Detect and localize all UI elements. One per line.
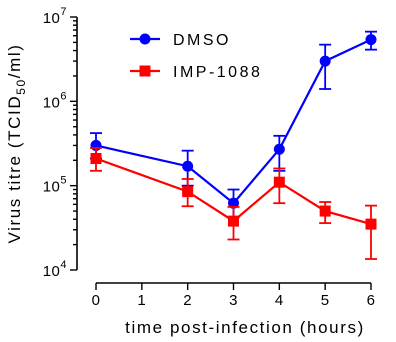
data-point (319, 55, 331, 67)
legend-item: DMSO (130, 32, 231, 49)
series-dmso (90, 30, 377, 219)
data-point (365, 218, 377, 230)
series-line (95, 157, 372, 226)
legend-label: IMP-1088 (173, 64, 262, 81)
data-point (319, 205, 331, 217)
legend-label: DMSO (173, 32, 231, 49)
legend: DMSO IMP-1088 (130, 32, 262, 81)
x-tick-label: 6 (367, 292, 376, 309)
x-axis-title: time post-infection (hours) (125, 318, 365, 337)
x-tick-label: 0 (92, 292, 101, 309)
data-point (273, 143, 285, 155)
data-point (182, 186, 194, 198)
data-point (273, 176, 285, 188)
series-line (95, 38, 372, 205)
data-point (228, 215, 239, 227)
data-point (228, 197, 239, 209)
legend-marker (139, 33, 151, 45)
axes: 104 105 106 107 0 1 2 3 4 5 6 (43, 6, 376, 309)
x-tick-label: 1 (137, 292, 146, 309)
data-point (90, 152, 102, 164)
x-tick-label: 5 (321, 292, 330, 309)
y-axis-title: Virus titre (TCID50/ml) (5, 43, 28, 243)
series-layer (90, 30, 377, 260)
x-tick-label: 2 (183, 292, 192, 309)
legend-item: IMP-1088 (130, 64, 262, 81)
y-tick-label: 106 (43, 90, 67, 111)
y-tick-label: 104 (43, 259, 67, 280)
y-axis-title-group: Virus titre (TCID50/ml) (5, 43, 28, 243)
legend-marker (139, 65, 151, 77)
y-tick-label: 105 (43, 175, 67, 196)
x-tick-label: 4 (275, 292, 284, 309)
x-tick-label: 3 (229, 292, 238, 309)
data-point (365, 34, 377, 46)
data-point (182, 160, 194, 172)
y-tick-label: 107 (43, 6, 67, 27)
series-imp-1088 (90, 147, 377, 260)
